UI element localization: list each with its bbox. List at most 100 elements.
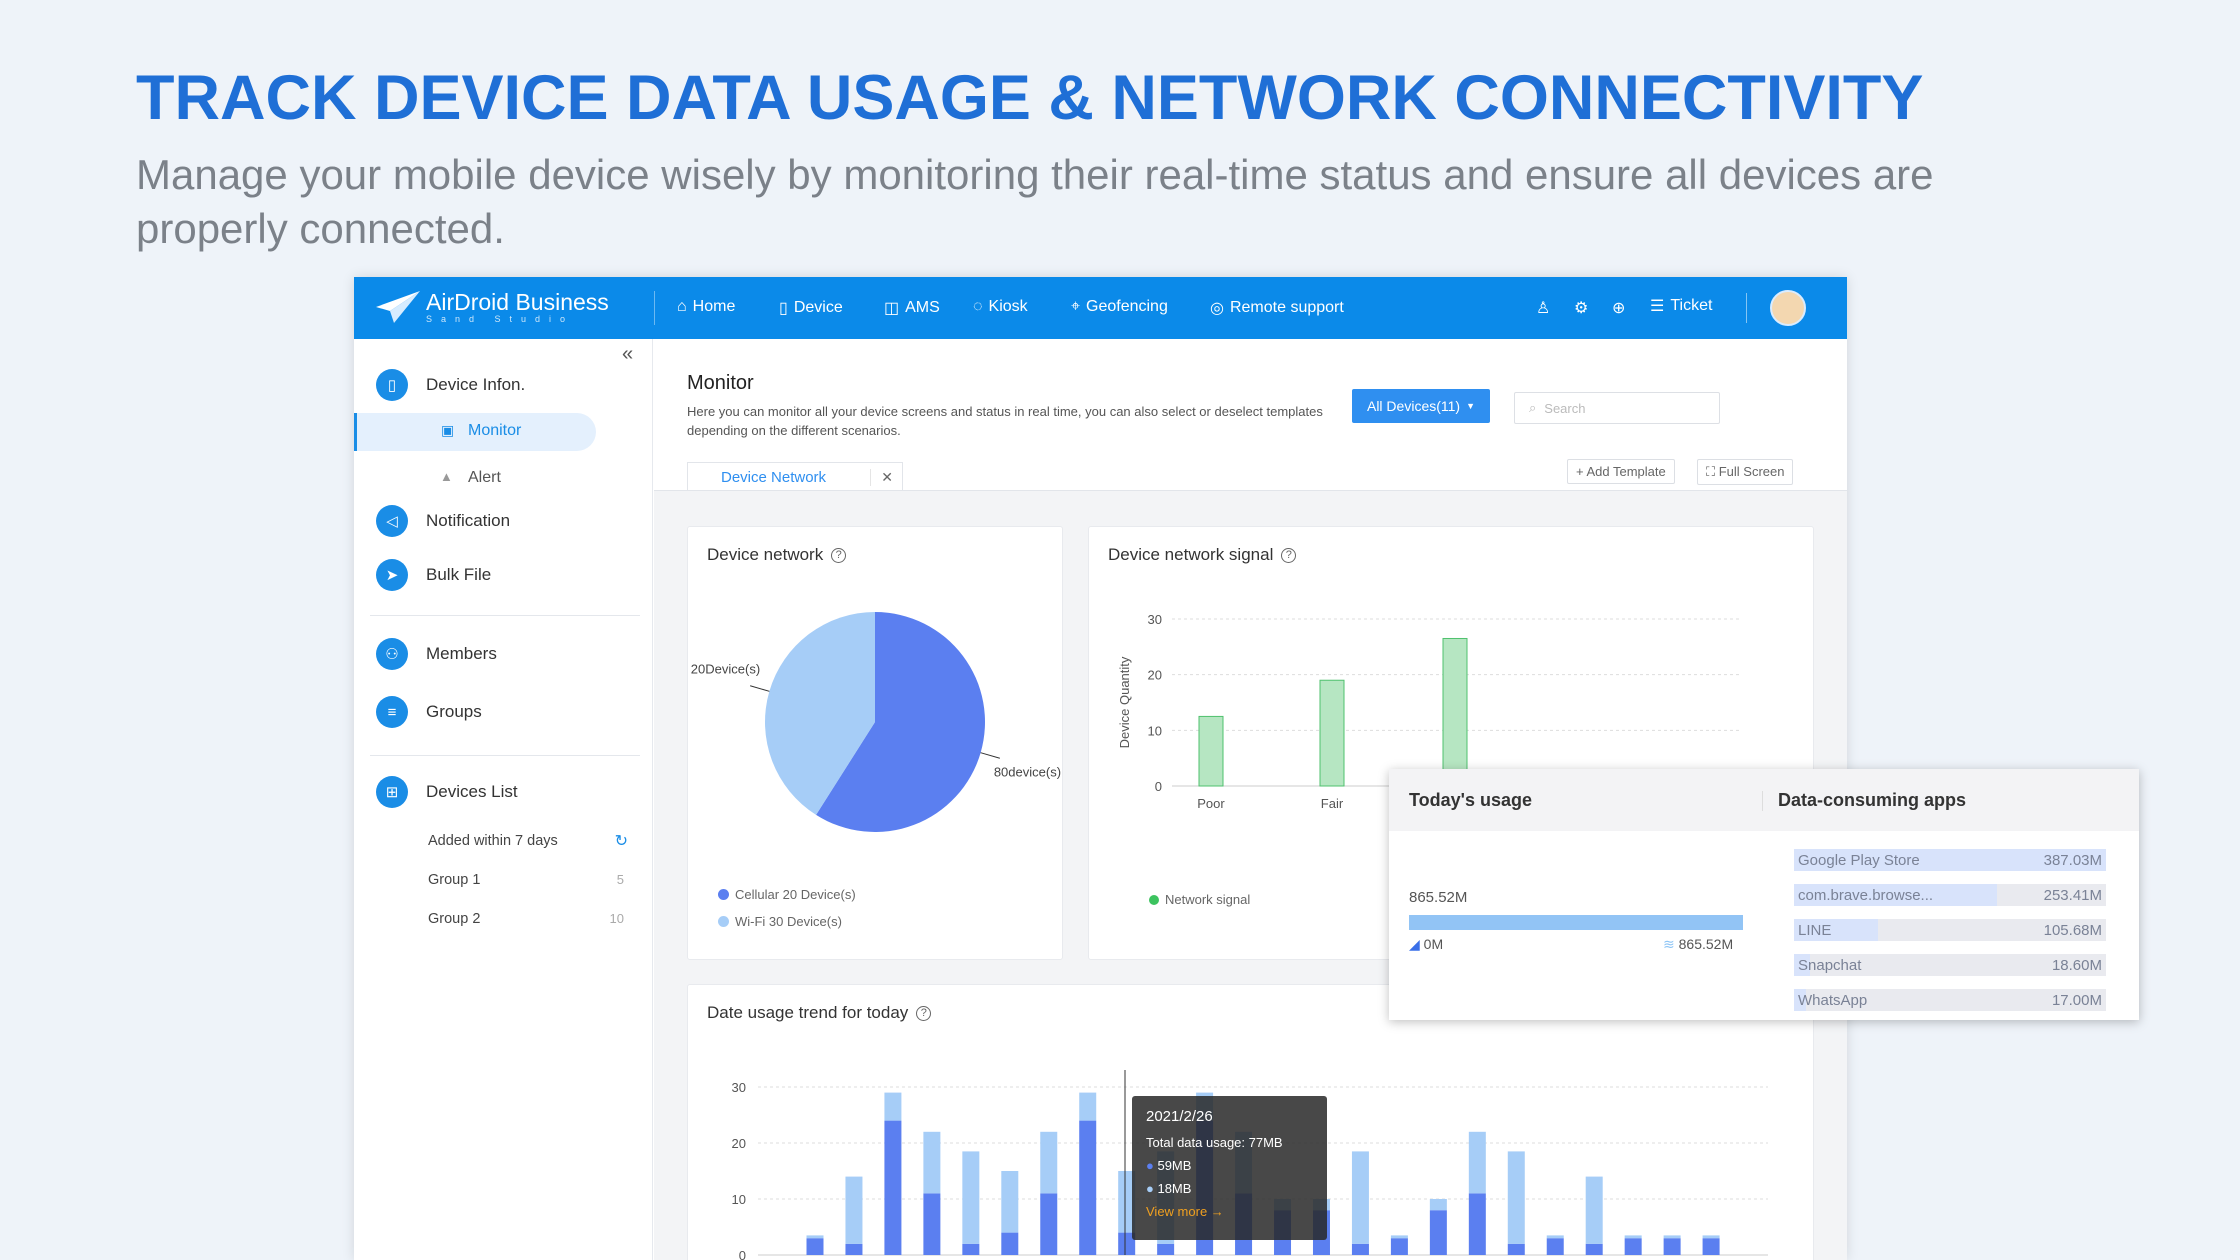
tab-device-network[interactable]: Device Network ✕ [687,462,903,491]
view-more-link[interactable]: View more → [1146,1204,1224,1219]
usage-fill [1794,919,1879,941]
usage-bar-segment [845,1243,863,1255]
close-tab-icon[interactable]: ✕ [870,468,893,486]
download-icon[interactable]: ⊕ [1612,300,1626,317]
help-icon[interactable]: ? [1281,547,1297,563]
home-icon: ⌂ [677,298,687,315]
grid-icon: ⊞ [376,776,408,808]
usage-bar-segment [1624,1235,1642,1239]
chat-icon: ☰ [1650,298,1665,315]
dropdown-value: All Devices(11) [1366,398,1461,414]
app-name: Snapchat [1798,957,1862,974]
devices-list-item-group-2[interactable]: Group 2 10 [428,911,624,927]
collapse-icon[interactable]: « [622,343,634,365]
add-template-button[interactable]: + Add Template [1567,459,1675,484]
tab-label: Device Network [721,468,827,486]
y-tick-label: 10 [732,1192,746,1207]
list-icon: ≡ [376,696,408,728]
help-icon[interactable]: ? [916,1005,932,1021]
monitor-icon: ▣ [441,422,455,438]
usage-bar-segment [1429,1210,1447,1255]
settings-icon[interactable]: ⚙ [1574,300,1589,317]
divider [370,755,640,756]
usage-bar-segment [806,1238,824,1255]
app-usage-row[interactable]: Google Play Store 387.03M [1794,849,2106,871]
sidebar-item-devices-list[interactable]: ⊞ Devices List [376,776,518,808]
tooltip-item: 18MB [1157,1181,1192,1196]
sidebar-item-device-info[interactable]: ▯ Device Infon. [376,369,525,401]
app-usage-row[interactable]: com.brave.browse... 253.41M [1794,884,2106,906]
full-screen-button[interactable]: ⛶ Full Screen [1697,459,1794,485]
pie-label: 20Device(s) [691,662,760,677]
sidebar-item-members[interactable]: ⚇ Members [376,638,497,670]
sidebar: « ▯ Device Infon. ▣ Monitor ▲ Alert ◁ Noti… [354,339,653,1260]
map-pin-icon: ⌖ [1071,298,1081,315]
usage-bar-segment [806,1235,824,1239]
legend-dot [1149,894,1159,905]
search-input[interactable]: ⌕ Search [1514,392,1720,424]
legend-cellular[interactable]: Cellular 20 Device(s) [718,887,856,902]
devices-list-item-recent[interactable]: Added within 7 days ↻ [428,833,628,850]
usage-bar-segment [1624,1238,1642,1255]
user-manage-icon[interactable]: ♙ [1536,300,1551,317]
list-label: Group 2 [428,911,481,927]
nav-geofencing[interactable]: ⌖ Geofencing [1071,298,1168,316]
devices-list-item-group-1[interactable]: Group 1 5 [428,872,624,888]
app-usage-row[interactable]: LINE 105.68M [1794,919,2106,941]
nav-device[interactable]: ▯ Device [779,298,843,318]
nav-kiosk[interactable]: ◌ Kiosk [973,298,1028,316]
ticket-button[interactable]: ☰ Ticket [1650,296,1712,316]
avatar[interactable] [1770,290,1806,326]
sidebar-label: Devices List [426,782,518,801]
hero-subtitle: Manage your mobile device wisely by moni… [136,151,1934,252]
pie-label-line [980,752,1000,759]
sidebar-item-bulk-file[interactable]: ➤ Bulk File [376,559,491,591]
sidebar-item-groups[interactable]: ≡ Groups [376,696,482,728]
series-dot: ● [1146,1181,1158,1196]
list-label: Group 1 [428,872,481,888]
app-name: WhatsApp [1798,992,1868,1009]
card-title-text: Device network [707,545,824,564]
usage-bar-segment [1157,1243,1175,1255]
expand-icon: ⛶ [1706,464,1719,479]
usage-fill [1794,989,1807,1011]
divider [1762,791,1763,811]
caret-down-icon: ▼ [1466,401,1476,411]
nav-home[interactable]: ⌂ Home [677,298,735,316]
legend-wifi[interactable]: Wi-Fi 30 Device(s) [718,914,842,929]
history-icon[interactable]: ↻ [614,833,628,850]
search-placeholder: Search [1544,400,1586,416]
app-usage-row[interactable]: Snapchat 18.60M [1794,954,2106,976]
legend-network-signal[interactable]: Network signal [1149,892,1250,907]
sidebar-item-notification[interactable]: ◁ Notification [376,505,510,537]
today-usage-title: Today's usage [1409,790,1532,810]
logo[interactable]: AirDroid Business Sand Studio [376,289,609,325]
nav-ams[interactable]: ◫ AMS [884,298,940,318]
card-title: Device network signal? [1108,545,1297,565]
usage-bar-segment [1390,1235,1408,1239]
card-title-text: Device network signal [1108,545,1274,564]
app-usage-row[interactable]: WhatsApp 17.00M [1794,989,2106,1011]
sidebar-item-alert[interactable]: ▲ Alert [354,461,596,495]
legend-dot [718,889,729,900]
pie-slice-cellular [816,612,985,832]
chart-tooltip: 2021/2/26 Total data usage: 77MB ● 59MB … [1132,1096,1327,1240]
search-icon: ⌕ [1529,400,1537,415]
bag-icon: ◫ [884,300,900,317]
pie-slice-wifi [765,612,875,815]
usage-bar-segment [1390,1238,1408,1255]
sidebar-label: Device Infon. [426,375,526,394]
help-icon[interactable]: ? [831,547,847,563]
usage-bar-segment [1351,1151,1369,1244]
usage-bar-segment [1429,1199,1447,1211]
usage-fill [1794,849,2106,871]
nav-label: Device [793,299,843,316]
sidebar-item-monitor[interactable]: ▣ Monitor [354,413,596,451]
nav-label: AMS [905,299,940,316]
usage-bar-segment [923,1193,941,1255]
nav-remote-support[interactable]: ◎ Remote support [1210,298,1344,318]
divider [370,615,640,616]
device-select-dropdown[interactable]: All Devices(11) ▼ [1352,389,1490,423]
cellular-signal-icon: ◢ [1409,936,1424,952]
usage-bar [1409,915,1743,930]
